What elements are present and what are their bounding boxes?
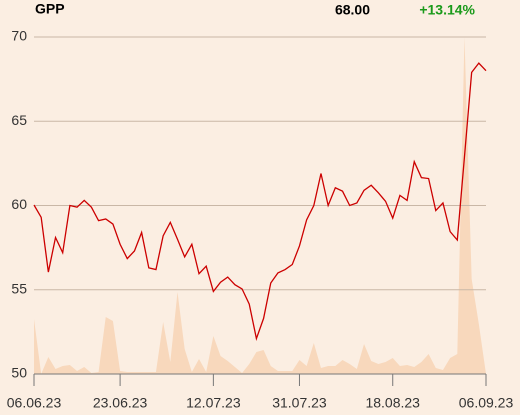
- x-tick-label: 31.07.23: [272, 395, 327, 411]
- price-change: +13.14%: [419, 2, 475, 18]
- ticker: GPP: [35, 1, 65, 17]
- x-tick-label: 23.06.23: [93, 395, 148, 411]
- x-tick-label: 12.07.23: [186, 395, 241, 411]
- y-tick-label: 55: [11, 280, 27, 296]
- x-tick-label: 06.06.23: [7, 395, 62, 411]
- y-tick-label: 50: [11, 365, 27, 381]
- last-price: 68.00: [335, 2, 370, 18]
- price-line: [33, 62, 487, 342]
- y-tick-label: 65: [11, 112, 27, 128]
- y-tick-label: 60: [11, 196, 27, 212]
- x-tick-label: 18.08.23: [365, 395, 420, 411]
- x-tick-label: 06.09.23: [459, 395, 514, 411]
- y-tick-label: 70: [11, 28, 27, 44]
